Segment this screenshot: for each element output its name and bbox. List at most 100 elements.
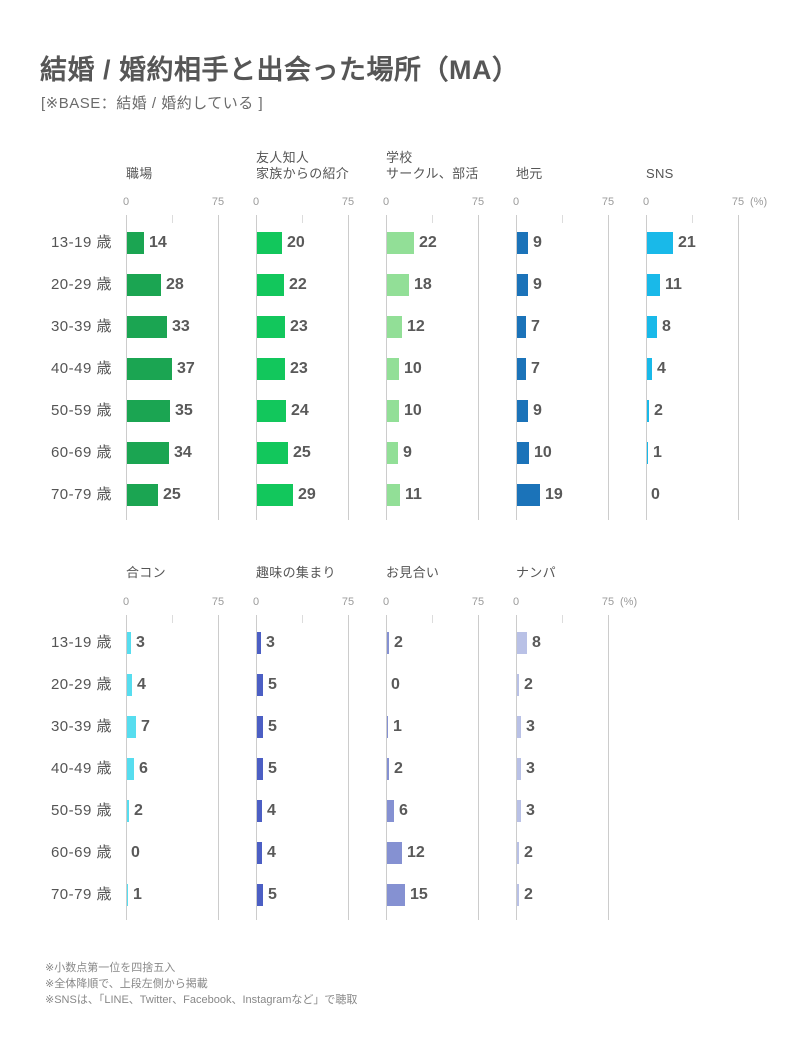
bar-value-label: 10 (534, 444, 552, 461)
bar-value-label: 25 (163, 486, 181, 503)
axis-tick-max: 75 (211, 596, 225, 608)
bar (257, 716, 263, 738)
bar-value-label: 23 (290, 318, 308, 335)
panel-title: 友人知人 家族からの紹介 (256, 150, 350, 181)
bar (647, 358, 652, 380)
bar-value-label: 3 (526, 760, 535, 777)
age-row-label: 60-69 歳 (50, 444, 112, 461)
footnote-1: ※小数点第一位を四捨五入 (45, 962, 176, 974)
age-row-label: 30-39 歳 (50, 718, 112, 735)
bar (127, 716, 136, 738)
axis-unit-label: (%) (750, 196, 768, 208)
bar (257, 316, 285, 338)
gridline-max (348, 215, 349, 520)
bar (517, 758, 521, 780)
bar (257, 358, 285, 380)
age-row-label: 40-49 歳 (50, 760, 112, 777)
bar-value-label: 2 (394, 634, 403, 651)
footnote-2: ※全体降順で、上段左側から掲載 (45, 978, 208, 990)
bar (517, 442, 529, 464)
bar-value-label: 20 (287, 234, 305, 251)
bar-value-label: 2 (654, 402, 663, 419)
bar-value-label: 9 (533, 234, 542, 251)
bar-value-label: 11 (405, 486, 422, 503)
bar (387, 400, 399, 422)
gridline-mid-tick (692, 215, 693, 223)
bar (387, 358, 399, 380)
bar-value-label: 6 (399, 802, 408, 819)
bar-value-label: 4 (657, 360, 666, 377)
bar-value-label: 22 (289, 276, 307, 293)
age-row-label: 60-69 歳 (50, 844, 112, 861)
gridline-zero (256, 215, 257, 520)
bar-value-label: 24 (291, 402, 309, 419)
gridline-max (478, 215, 479, 520)
bar (127, 358, 172, 380)
age-row-label: 40-49 歳 (50, 360, 112, 377)
bar (647, 316, 657, 338)
gridline-max (738, 215, 739, 520)
bar-value-label: 14 (149, 234, 167, 251)
bar-value-label: 10 (404, 402, 422, 419)
panel-title: ナンパ (516, 565, 556, 580)
panel-title: 趣味の集まり (256, 565, 336, 580)
bar-value-label: 10 (404, 360, 422, 377)
gridline-max (348, 615, 349, 920)
gridline-max (218, 615, 219, 920)
age-row-label: 20-29 歳 (50, 276, 112, 293)
age-row-label: 70-79 歳 (50, 886, 112, 903)
bar-value-label: 4 (137, 676, 146, 693)
axis-tick-max: 75 (341, 596, 355, 608)
bar (257, 842, 262, 864)
bar-value-label: 12 (407, 844, 425, 861)
axis-tick-max: 75 (211, 196, 225, 208)
axis-tick-max: 75 (601, 596, 615, 608)
age-row-label: 13-19 歳 (50, 234, 112, 251)
gridline-mid-tick (562, 615, 563, 623)
panel-title: お見合い (386, 565, 440, 580)
bar (127, 442, 169, 464)
bar (257, 800, 262, 822)
bar-value-label: 0 (651, 486, 660, 503)
bar (517, 800, 521, 822)
bar-value-label: 2 (524, 886, 533, 903)
bar (387, 842, 402, 864)
axis-tick-max: 75 (471, 596, 485, 608)
bar (517, 358, 526, 380)
bar (127, 800, 129, 822)
bar (127, 484, 158, 506)
bar-value-label: 11 (665, 276, 682, 293)
bar-value-label: 0 (391, 676, 400, 693)
bar (387, 442, 398, 464)
bar (257, 442, 288, 464)
bar-value-label: 5 (268, 760, 277, 777)
bar-value-label: 2 (524, 676, 533, 693)
bar (517, 632, 527, 654)
bar (647, 400, 649, 422)
bar-value-label: 5 (268, 886, 277, 903)
bar-value-label: 28 (166, 276, 184, 293)
bar-value-label: 2 (394, 760, 403, 777)
bar (387, 758, 389, 780)
bar-value-label: 2 (134, 802, 143, 819)
bar-value-label: 1 (393, 718, 402, 735)
bar-value-label: 4 (267, 802, 276, 819)
bar-value-label: 25 (293, 444, 311, 461)
bar (647, 274, 660, 296)
gridline-max (478, 615, 479, 920)
page-subtitle: [※BASE：結婚 / 婚約している ] (41, 95, 264, 112)
age-row-label: 50-59 歳 (50, 802, 112, 819)
bar (127, 316, 167, 338)
bar-value-label: 22 (419, 234, 437, 251)
bar (517, 274, 528, 296)
axis-tick-zero: 0 (122, 596, 130, 608)
bar (387, 884, 405, 906)
bar (127, 232, 144, 254)
gridline-mid-tick (432, 215, 433, 223)
bar (517, 400, 528, 422)
gridline-mid-tick (562, 215, 563, 223)
axis-tick-zero: 0 (642, 196, 650, 208)
axis-unit-label: (%) (620, 596, 638, 608)
gridline-mid-tick (432, 615, 433, 623)
gridline-mid-tick (172, 215, 173, 223)
